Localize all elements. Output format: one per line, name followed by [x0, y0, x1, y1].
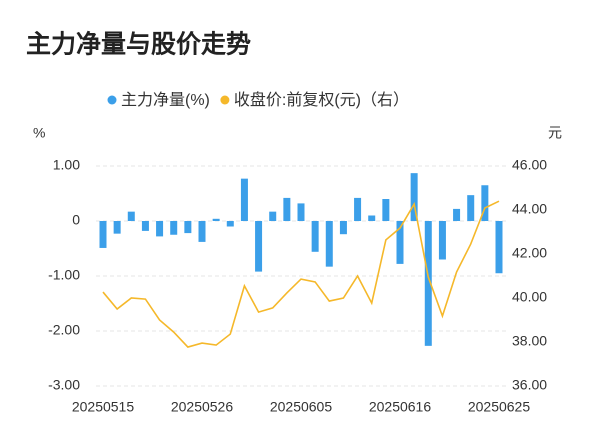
- bar: [325, 221, 333, 267]
- bar: [481, 185, 489, 221]
- y-tick-label: -3.00: [48, 377, 80, 393]
- x-tick-label: 20250605: [270, 399, 333, 415]
- y-tick-label: 1.00: [53, 157, 80, 173]
- bar: [438, 221, 446, 260]
- bar: [156, 221, 164, 237]
- bar: [297, 203, 305, 221]
- bar: [495, 221, 503, 274]
- x-tick-label: 20250625: [468, 399, 531, 415]
- bar: [311, 221, 319, 252]
- chart-title: 主力净量与股价走势: [26, 30, 251, 59]
- bar: [339, 221, 347, 235]
- legend-label: 主力净量(%): [121, 91, 210, 109]
- y2-tick-label: 36.00: [512, 377, 547, 393]
- bar: [141, 221, 149, 231]
- x-tick-label: 20250616: [369, 399, 432, 415]
- bar: [255, 221, 263, 272]
- bar: [226, 221, 234, 227]
- bar: [198, 221, 206, 242]
- legend-marker: [220, 95, 230, 105]
- bar: [113, 221, 121, 234]
- bar: [127, 211, 135, 221]
- bar: [212, 218, 220, 221]
- legend-marker: [107, 95, 117, 105]
- y2-tick-label: 44.00: [512, 201, 547, 217]
- y-tick-label: 0: [72, 212, 80, 228]
- y2-tick-label: 42.00: [512, 245, 547, 261]
- y-unit: %: [33, 125, 45, 141]
- y2-tick-label: 40.00: [512, 289, 547, 305]
- x-tick-label: 20250515: [72, 399, 135, 415]
- bar: [368, 215, 376, 221]
- bar: [467, 195, 475, 221]
- y-tick-label: -1.00: [48, 267, 80, 283]
- bar: [170, 221, 178, 235]
- bar: [99, 221, 107, 248]
- y-tick-label: -2.00: [48, 322, 80, 338]
- bar: [453, 208, 461, 221]
- bar: [424, 221, 432, 346]
- bar: [354, 197, 362, 221]
- bar: [283, 197, 291, 221]
- legend-label: 收盘价:前复权(元)（右）: [234, 90, 409, 109]
- bar: [382, 199, 390, 221]
- y2-unit: 元: [548, 125, 562, 141]
- bar: [396, 221, 404, 264]
- bar: [240, 178, 248, 221]
- y2-tick-label: 38.00: [512, 333, 547, 349]
- bar: [410, 173, 418, 221]
- x-tick-label: 20250526: [171, 399, 234, 415]
- bar: [269, 211, 277, 221]
- y2-tick-label: 46.00: [512, 157, 547, 173]
- bar: [184, 221, 192, 234]
- price-line: [102, 200, 500, 348]
